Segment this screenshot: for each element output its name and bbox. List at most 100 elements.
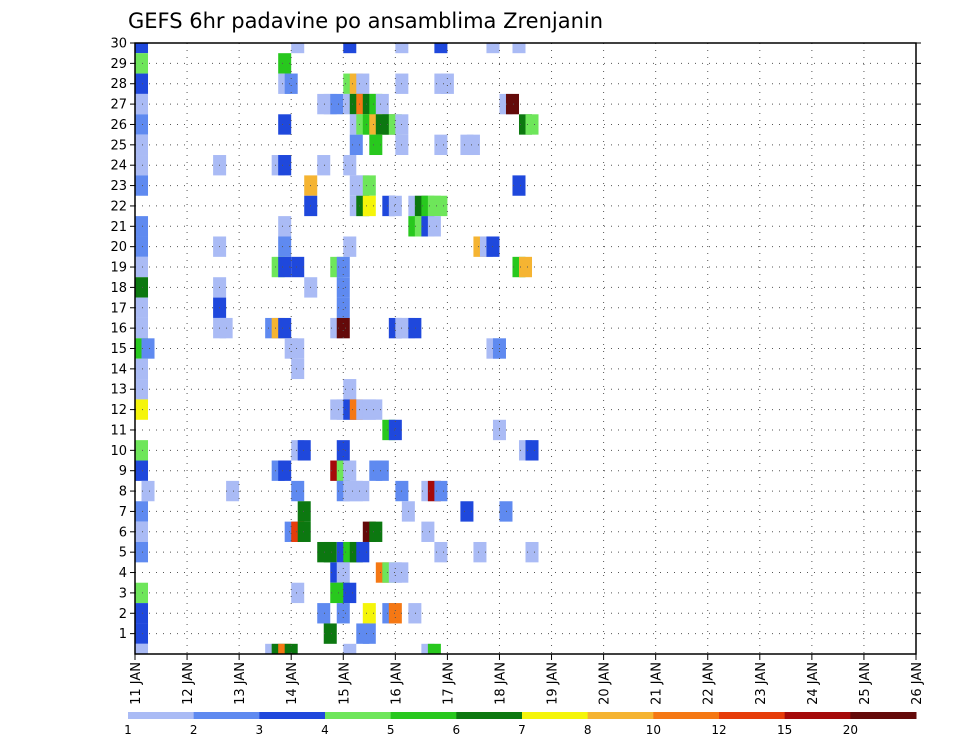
legend-swatch <box>850 712 917 719</box>
heatmap-cell <box>291 43 305 54</box>
heatmap-cell <box>434 43 448 54</box>
heatmap-cell <box>135 277 149 298</box>
y-tick-label: 30 <box>110 37 127 52</box>
legend-label: 5 <box>387 723 395 737</box>
heatmap-cell <box>343 236 357 257</box>
legend-label: 10 <box>646 723 661 737</box>
heatmap-cell <box>343 460 357 481</box>
x-axis: 11 JAN 12 JAN 13 JAN 14 JAN 15 JAN 16 JAN 17 J… <box>129 654 925 705</box>
x-tick-label: 23 JAN <box>754 662 769 705</box>
legend-label: 8 <box>584 723 592 737</box>
heatmap-cell <box>525 114 539 135</box>
heatmap-cell <box>336 603 350 624</box>
y-tick-label: 9 <box>119 464 127 479</box>
heatmap-cell <box>135 256 149 278</box>
y-tick-label: 27 <box>110 98 127 113</box>
heatmap-cell <box>356 480 370 502</box>
y-tick-label: 26 <box>110 118 127 133</box>
heatmap-cell <box>505 93 519 115</box>
y-tick-label: 12 <box>110 403 127 418</box>
chart-title: GEFS 6hr padavine po ansamblima Zrenjani… <box>128 9 603 33</box>
heatmap-cell <box>421 521 435 542</box>
heatmap-cell <box>135 541 149 563</box>
y-tick-label: 25 <box>110 138 127 153</box>
heatmap-cell <box>135 114 149 135</box>
heatmap-cell <box>343 643 357 654</box>
x-tick-label: 14 JAN <box>285 662 300 705</box>
heatmap-cell <box>135 623 149 644</box>
heatmap-cell <box>284 643 298 654</box>
y-tick-label: 19 <box>110 261 127 276</box>
x-tick-label: 18 JAN <box>493 662 508 705</box>
legend-swatch <box>522 712 589 719</box>
legend-label: 1 <box>124 723 132 737</box>
color-legend: 1 2 3 4 5 6 7 8 10 12 15 20 <box>124 712 917 737</box>
heatmap-cell <box>278 317 292 339</box>
heatmap-cell <box>317 155 331 176</box>
y-tick-label: 24 <box>110 159 127 174</box>
x-tick-label: 16 JAN <box>389 662 404 705</box>
heatmap-cell <box>525 541 539 563</box>
heatmap-cell <box>135 53 149 74</box>
y-tick-label: 20 <box>110 240 127 255</box>
heatmap-cell <box>434 134 448 156</box>
heatmap-cell <box>356 73 370 94</box>
heatmap-cell <box>135 440 149 461</box>
x-tick-label: 13 JAN <box>233 662 248 705</box>
legend-swatch <box>587 712 654 719</box>
y-tick-label: 17 <box>110 301 127 316</box>
heatmap-cell <box>343 379 357 400</box>
legend-swatch <box>128 712 195 719</box>
heatmap-cell <box>434 195 448 217</box>
heatmap-cell <box>349 134 363 156</box>
legend-swatch <box>390 712 457 719</box>
heatmap-cell <box>135 399 149 420</box>
heatmap-cell <box>388 419 402 441</box>
heatmap-cell <box>291 256 305 278</box>
heatmap-cell <box>135 155 149 176</box>
heatmap-cell <box>291 338 305 359</box>
heatmap-cell <box>135 236 149 257</box>
heatmap-cell <box>323 623 337 644</box>
legend-label: 2 <box>190 723 198 737</box>
legend-swatch <box>456 712 523 719</box>
heatmap-cell <box>369 134 383 156</box>
heatmap-cell <box>226 480 240 502</box>
heatmap-cell <box>297 440 311 461</box>
x-tick-label: 20 JAN <box>598 662 613 705</box>
heatmap-cell <box>473 541 487 563</box>
heatmap-cell <box>375 460 389 481</box>
heatmap-cells <box>135 43 539 654</box>
x-tick-label: 11 JAN <box>129 662 144 705</box>
y-tick-label: 6 <box>119 525 127 540</box>
y-tick-label: 2 <box>119 607 127 622</box>
heatmap-cell <box>460 501 474 522</box>
heatmap-cell <box>499 501 513 522</box>
heatmap-cell <box>278 114 292 135</box>
heatmap-cell <box>466 134 480 156</box>
heatmap-cell <box>135 643 149 654</box>
heatmap-cell <box>336 562 350 583</box>
heatmap-cell <box>135 521 149 542</box>
heatmap-cell <box>343 582 357 604</box>
y-tick-label: 18 <box>110 281 127 296</box>
heatmap-cell <box>135 358 149 380</box>
x-tick-label: 25 JAN <box>858 662 873 705</box>
heatmap-cell <box>343 43 357 54</box>
heatmap-cell <box>135 297 149 318</box>
heatmap-cell <box>512 175 526 196</box>
y-tick-label: 21 <box>110 220 127 235</box>
y-tick-label: 28 <box>110 77 127 92</box>
y-tick-label: 29 <box>110 57 127 72</box>
heatmap-cell <box>278 643 292 654</box>
y-tick-label: 4 <box>119 566 127 581</box>
heatmap-cell <box>356 541 370 563</box>
y-axis: 1234567891011121314151617181920212223242… <box>110 37 921 642</box>
heatmap-cell <box>278 256 292 278</box>
heatmap-cell <box>434 541 448 563</box>
heatmap-cell <box>362 603 376 624</box>
heatmap-cell <box>317 603 331 624</box>
heatmap-cell <box>291 358 305 380</box>
y-tick-label: 11 <box>110 423 127 438</box>
